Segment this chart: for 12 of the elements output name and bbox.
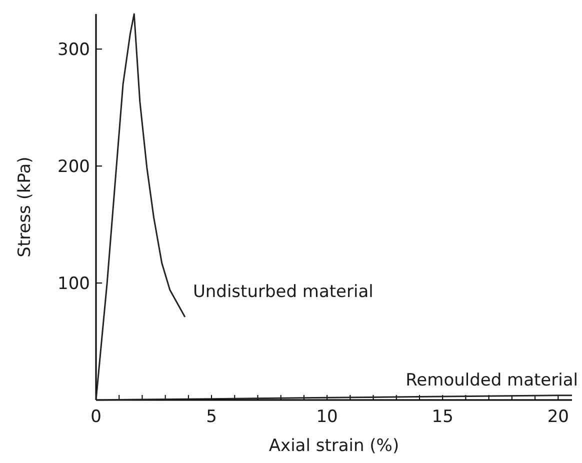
series-label: Remoulded material — [406, 370, 578, 390]
y-tick-label: 300 — [58, 40, 90, 60]
x-tick-label: 20 — [547, 407, 569, 427]
x-tick-label: 0 — [90, 407, 102, 427]
y-tick-label: 200 — [58, 157, 90, 178]
series-label: Undisturbed material — [192, 282, 374, 302]
x-tick-label: 5 — [206, 407, 217, 427]
y-axis-title: Stress (kPa) — [15, 156, 35, 258]
y-tick-label: 100 — [58, 274, 90, 294]
x-tick-label: 15 — [432, 407, 454, 427]
x-tick-label: 10 — [316, 407, 338, 427]
x-axis-title: Axial strain (%) — [268, 436, 400, 456]
